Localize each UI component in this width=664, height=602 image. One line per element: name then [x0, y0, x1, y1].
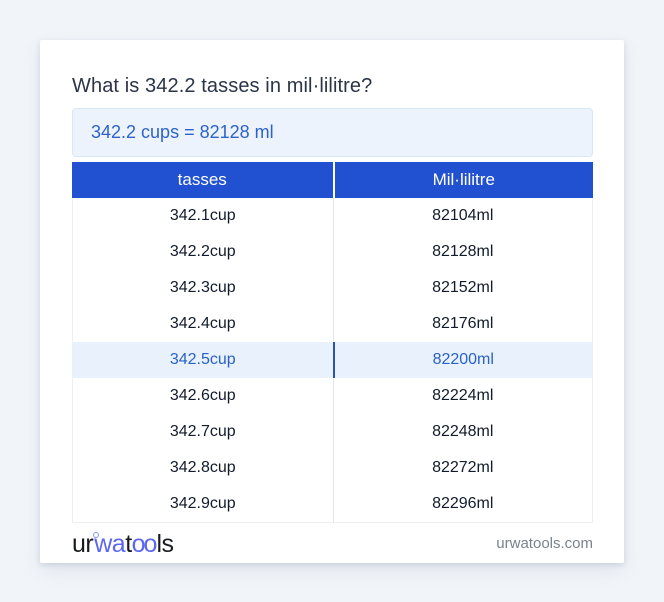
cell-millilitre: 82248ml [332, 414, 593, 450]
cell-tasses: 342.5cup [169, 351, 236, 368]
cell-tasses: 342.4cup [169, 315, 236, 332]
logo-text-wa: wa [94, 529, 126, 558]
answer-box: 342.2 cups = 82128 ml [72, 108, 593, 157]
table-header-row: tasses Mil·lilitre [72, 162, 593, 198]
card-footer: urwatools urwatools.com [72, 523, 593, 564]
table-row[interactable]: 342.1cup 82104ml [73, 198, 592, 234]
logo-text-ls: ls [156, 529, 174, 558]
cell-tasses: 342.2cup [169, 243, 236, 260]
table-row[interactable]: 342.9cup 82296ml [73, 486, 592, 522]
table-row[interactable]: 342.2cup 82128ml [73, 234, 592, 270]
logo-text-ur: ur [72, 529, 94, 558]
cell-millilitre: 82272ml [332, 450, 593, 486]
cell-millilitre: 82152ml [332, 270, 593, 306]
logo-glasses-oo: oo [131, 529, 158, 558]
cell-millilitre: 82104ml [332, 198, 593, 234]
conversion-table: tasses Mil·lilitre 342.1cup 82104ml 342.… [72, 162, 593, 523]
cell-millilitre: 82296ml [332, 486, 593, 522]
cell-tasses: 342.7cup [169, 423, 236, 440]
table-row[interactable]: 342.3cup 82152ml [73, 270, 592, 306]
answer-text: 342.2 cups = 82128 ml [91, 122, 274, 142]
table-row[interactable]: 342.8cup 82272ml [73, 450, 592, 486]
table-row[interactable]: 342.6cup 82224ml [73, 378, 592, 414]
cell-tasses: 342.6cup [169, 387, 236, 404]
table-row[interactable]: 342.5cup 82200ml [73, 342, 592, 378]
cell-tasses: 342.9cup [169, 495, 236, 512]
column-header-millilitre: Mil·lilitre [332, 162, 594, 198]
table-row[interactable]: 342.7cup 82248ml [73, 414, 592, 450]
conversion-card: What is 342.2 tasses in mil·lilitre? 342… [40, 40, 624, 563]
cell-millilitre: 82128ml [332, 234, 593, 270]
column-header-tasses: tasses [177, 170, 227, 189]
cell-tasses: 342.1cup [169, 207, 236, 224]
logo-ring-icon [93, 531, 100, 538]
site-domain: urwatools.com [496, 535, 593, 552]
urwatools-logo[interactable]: urwatools [72, 530, 174, 558]
cell-millilitre: 82200ml [332, 342, 593, 378]
cell-millilitre: 82176ml [332, 306, 593, 342]
table-body: 342.1cup 82104ml 342.2cup 82128ml 342.3c… [73, 198, 592, 522]
table-row[interactable]: 342.4cup 82176ml [73, 306, 592, 342]
page-title: What is 342.2 tasses in mil·lilitre? [72, 75, 373, 97]
cell-millilitre: 82224ml [332, 378, 593, 414]
cell-tasses: 342.8cup [169, 459, 236, 476]
logo-text-t: t [125, 529, 132, 558]
cell-tasses: 342.3cup [169, 279, 236, 296]
